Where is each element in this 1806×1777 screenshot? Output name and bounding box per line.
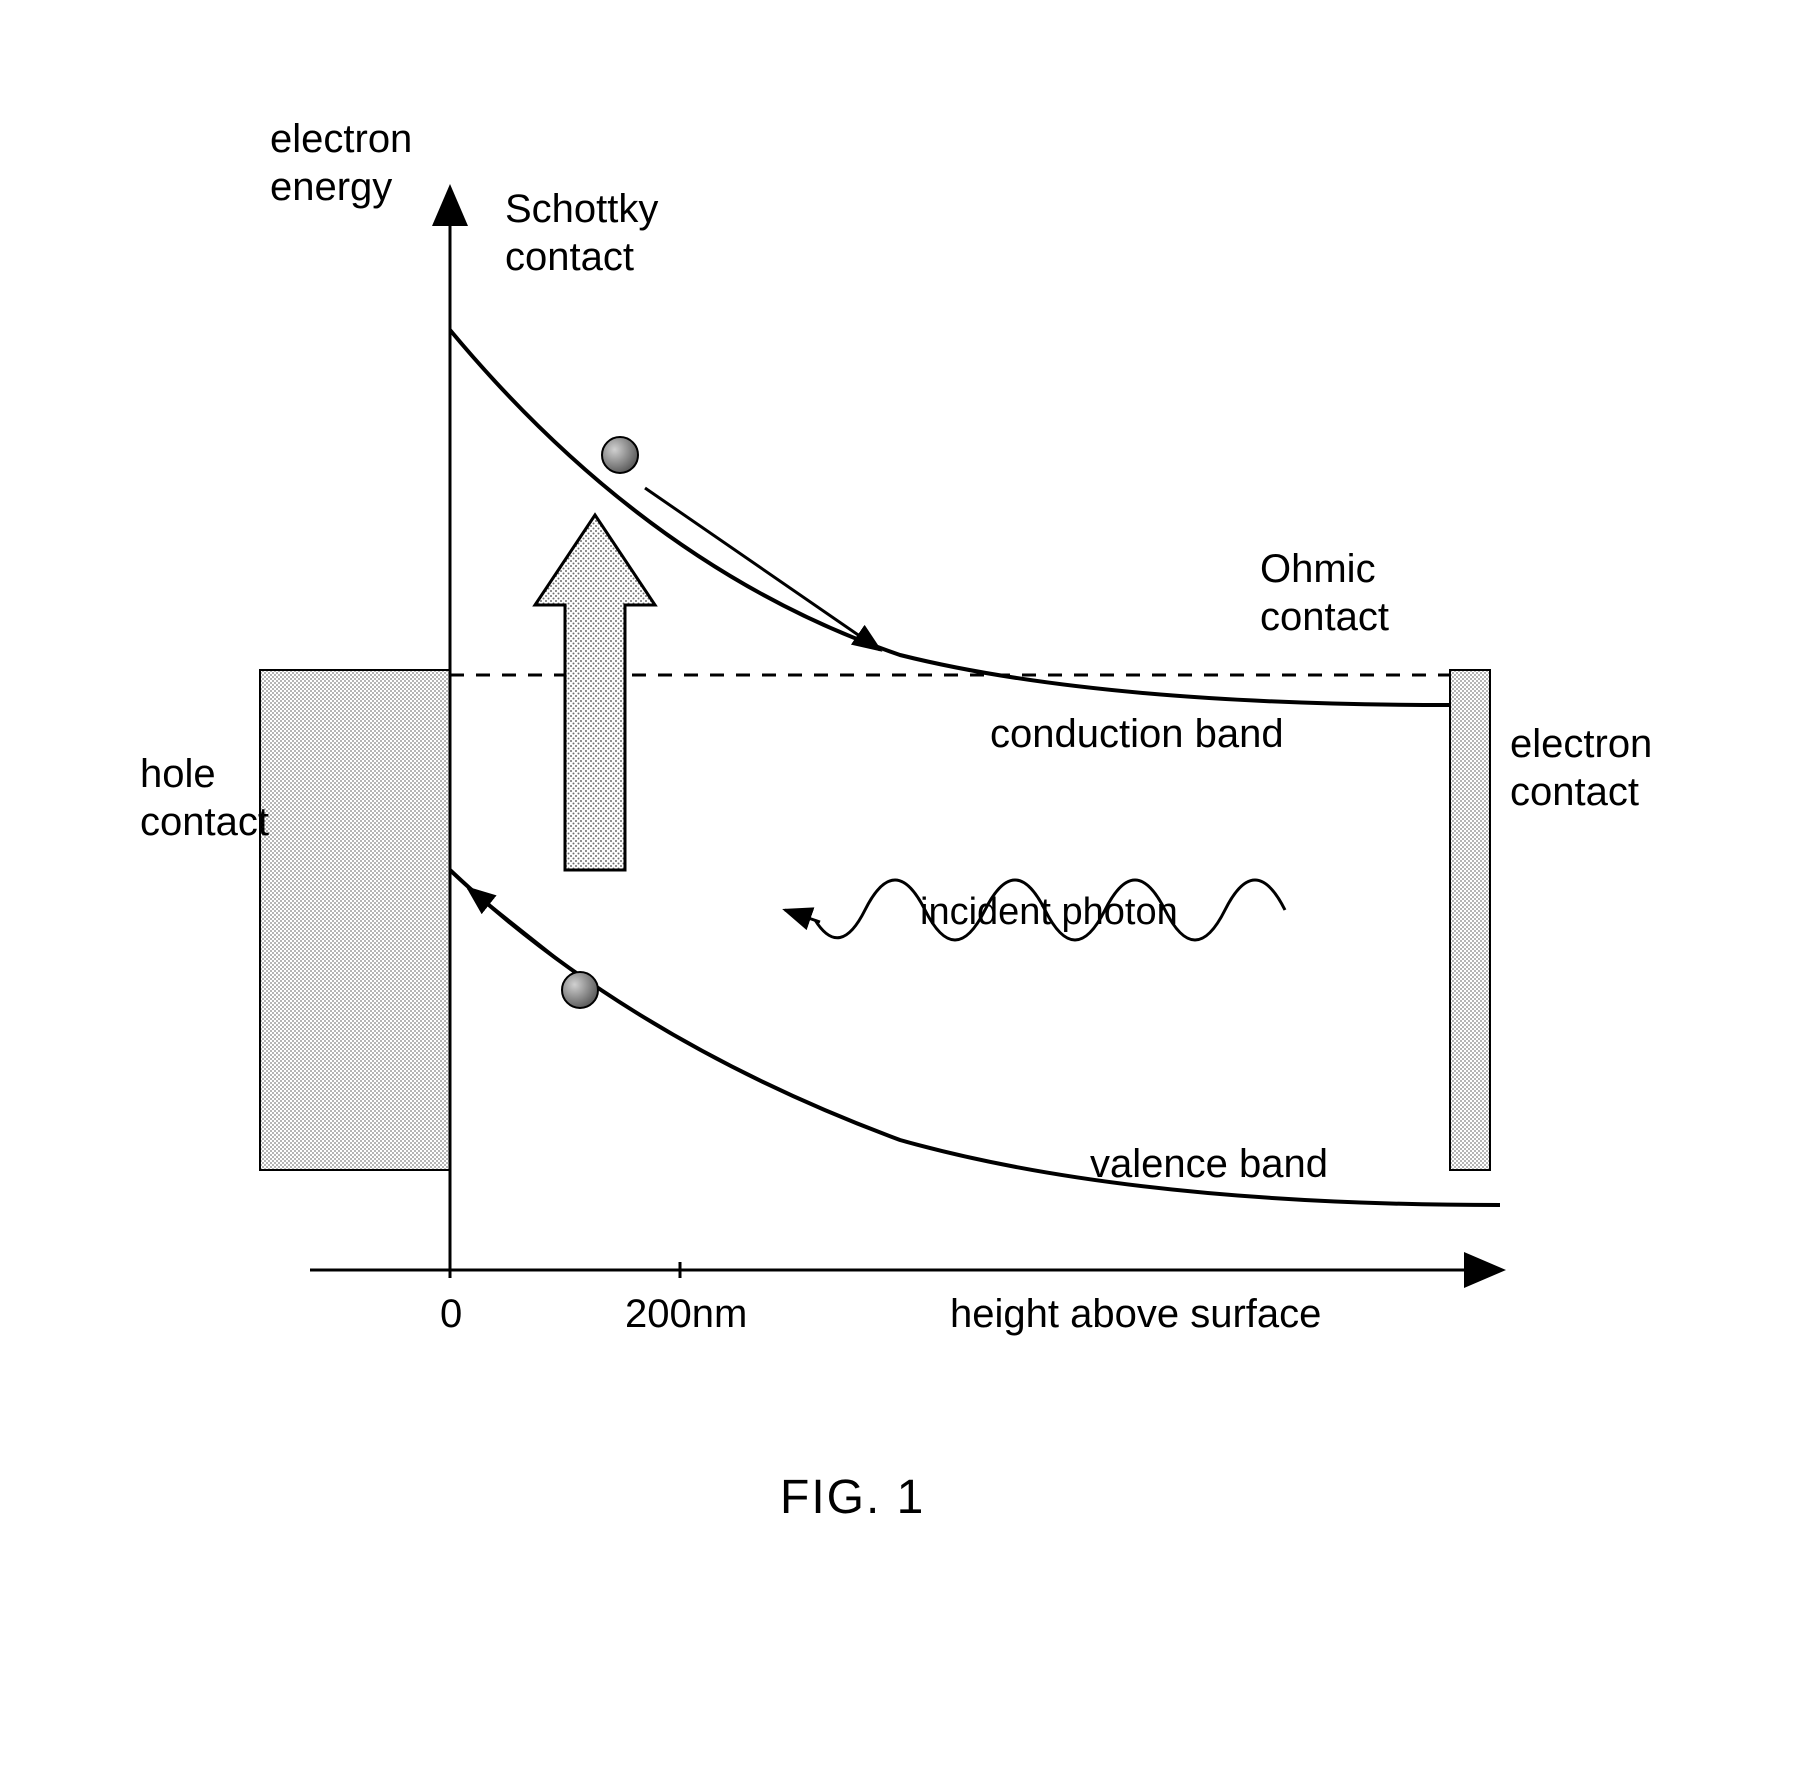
ohmic-label-line1: Ohmic [1260, 547, 1376, 591]
electron-contact-label: electron contact [1510, 720, 1652, 816]
electron-contact-label-line2: contact [1510, 770, 1639, 814]
schottky-label-line1: Schottky [505, 187, 658, 231]
ohmic-label-line2: contact [1260, 595, 1389, 639]
hole-drift-arrow [468, 888, 565, 965]
schottky-label: Schottky contact [505, 185, 658, 281]
figure-caption: FIG. 1 [780, 1470, 925, 1525]
hole-particle [562, 972, 598, 1008]
y-axis-label: electron energy [270, 115, 412, 211]
schottky-label-line2: contact [505, 235, 634, 279]
electron-particle [602, 437, 638, 473]
excitation-arrow [535, 515, 655, 870]
incident-photon-label: incident photon [920, 890, 1178, 936]
x-tick-200-label: 200nm [625, 1290, 747, 1338]
electron-contact-label-line1: electron [1510, 722, 1652, 766]
diagram-svg [150, 150, 1650, 1450]
x-axis-label: height above surface [950, 1290, 1321, 1338]
electron-drift-arrow [645, 488, 880, 650]
valence-band-label: valence band [1090, 1140, 1328, 1188]
y-axis-label-line2: energy [270, 165, 392, 209]
x-tick-0-label: 0 [440, 1290, 462, 1338]
band-diagram: electron energy Schottky contact Ohmic c… [150, 150, 1650, 1650]
hole-contact-label-line1: hole [140, 752, 216, 796]
hole-contact-region [260, 670, 450, 1170]
y-axis-label-line1: electron [270, 117, 412, 161]
electron-contact-region [1450, 670, 1490, 1170]
conduction-band-label: conduction band [990, 710, 1284, 758]
hole-contact-label-line2: contact [140, 800, 269, 844]
hole-contact-label: hole contact [140, 750, 269, 846]
ohmic-label: Ohmic contact [1260, 545, 1389, 641]
